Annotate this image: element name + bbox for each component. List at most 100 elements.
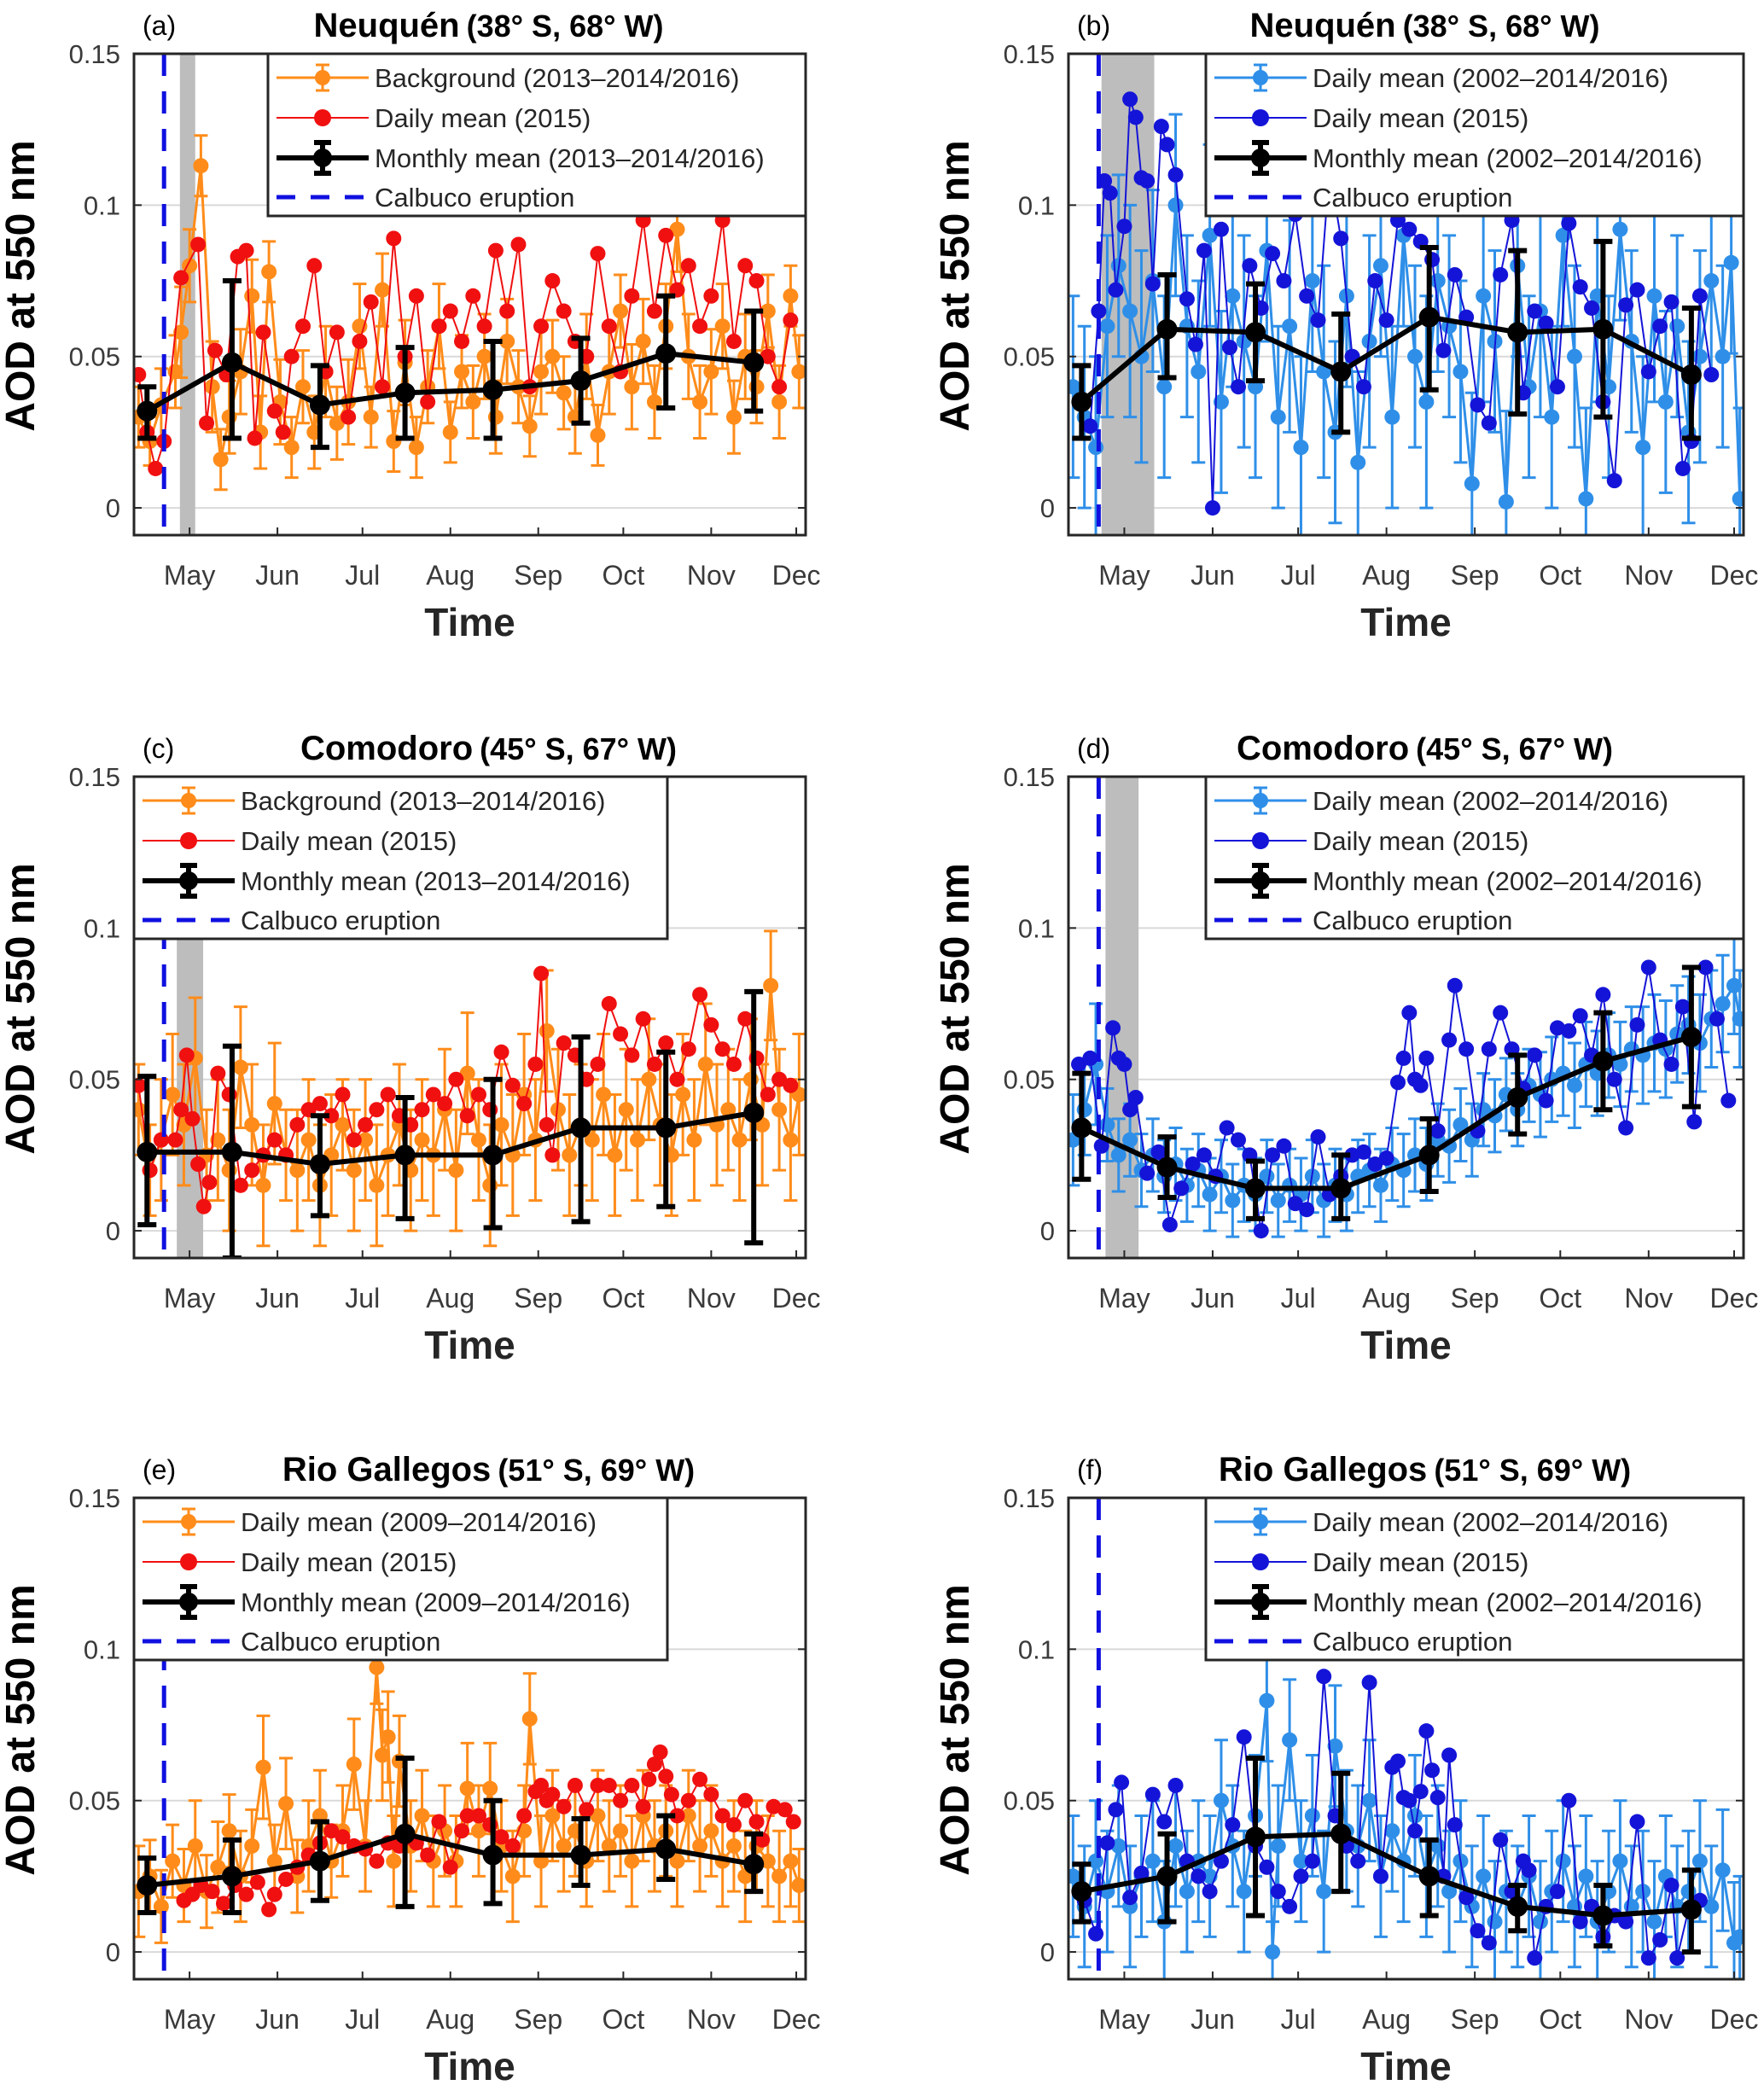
y2015-point: [1127, 109, 1144, 125]
y2015-point: [1407, 1823, 1423, 1839]
y2015-point: [1595, 987, 1611, 1003]
xtick-label: Aug: [1362, 1283, 1411, 1313]
y2015-point: [1663, 1056, 1680, 1072]
xtick-label: Sep: [514, 1283, 562, 1313]
legend-swatch-marker: [1251, 1593, 1270, 1611]
y2015-point: [459, 1108, 475, 1124]
y2015-point: [261, 1902, 277, 1918]
legend: Daily mean (2002–2014/2016) Daily mean (2…: [1204, 52, 1745, 218]
y2015-point: [1652, 318, 1668, 335]
y2015-point: [199, 415, 215, 431]
y2015-point: [323, 1108, 340, 1124]
background-point: [386, 1853, 402, 1869]
y2015-point: [255, 324, 271, 341]
monthly-mean-point: [655, 1838, 677, 1860]
background-point: [1578, 491, 1594, 507]
y2015-point: [266, 1132, 282, 1148]
y2015-point: [658, 1035, 674, 1051]
background-point: [1703, 273, 1720, 289]
background-point: [1236, 1884, 1252, 1900]
monthly-mean-point: [1680, 364, 1702, 385]
y2015-point: [1225, 1817, 1241, 1833]
monthly-mean-line: [1080, 314, 1693, 405]
y2015-point: [363, 294, 379, 310]
legend-swatch-marker: [179, 1593, 198, 1611]
y2015-point: [1159, 137, 1175, 153]
background-point: [346, 1162, 362, 1179]
background-point: [1453, 364, 1469, 380]
background-point: [584, 1132, 600, 1148]
monthly-mean-point: [309, 394, 330, 416]
y2015-point: [1549, 1884, 1565, 1900]
background-point: [624, 379, 640, 395]
y2015-point: [1213, 221, 1229, 237]
ytick-label: 0.1: [84, 1634, 120, 1664]
y2015-point: [210, 1065, 226, 1081]
monthly-mean-point: [221, 1866, 242, 1887]
ytick-label: 0.05: [69, 342, 120, 372]
monthly-mean-point: [1156, 1866, 1178, 1887]
y2015-point: [1470, 397, 1486, 413]
y2015-point: [369, 1102, 385, 1118]
xtick-label: May: [164, 2004, 215, 2035]
y2015-point: [1572, 1913, 1588, 1930]
y2015-point: [1584, 300, 1600, 316]
background-point: [1532, 1913, 1548, 1930]
y2015-point: [1122, 1102, 1138, 1118]
legend-label: Calbuco eruption: [241, 1627, 440, 1657]
legend-swatch-marker: [1252, 1553, 1269, 1570]
background-point: [1265, 1944, 1281, 1960]
y2015-point: [714, 1808, 731, 1824]
background-point: [791, 364, 806, 380]
y2015-point: [680, 1792, 696, 1809]
background-point: [255, 1759, 271, 1775]
legend-label: Calbuco eruption: [1313, 183, 1512, 213]
background-point: [1099, 318, 1115, 335]
legend-box: [132, 1496, 669, 1662]
y2015-point: [556, 1035, 572, 1051]
background-point: [210, 1132, 226, 1148]
background-point: [1441, 1884, 1458, 1900]
background-point: [692, 393, 708, 410]
monthly-mean-point: [655, 343, 677, 364]
panel-title-coords: (51° S, 69° W): [498, 1453, 695, 1488]
xtick-label: Sep: [1451, 2004, 1499, 2035]
y2015-point: [544, 1147, 561, 1163]
series-monthly-mean: [137, 1756, 765, 1915]
y2015-point: [783, 1077, 799, 1093]
background-point: [329, 415, 345, 431]
background-point: [204, 379, 220, 395]
background-point: [1476, 288, 1492, 304]
panel-title: Comodoro (45° S, 67° W): [300, 730, 677, 767]
y2015-point: [1191, 1868, 1207, 1884]
background-point: [358, 1132, 374, 1148]
background-point: [791, 1878, 806, 1894]
background-point: [1715, 996, 1731, 1012]
y2015-point: [1629, 1016, 1645, 1033]
background-point: [300, 1132, 317, 1148]
y2015-point: [1447, 977, 1463, 993]
y2015-point: [1401, 1792, 1418, 1809]
y2015-point: [1299, 288, 1315, 304]
legend-swatch-marker: [314, 109, 331, 126]
legend-swatch-marker: [1251, 871, 1270, 890]
background-point: [550, 1102, 566, 1118]
y2015-point: [1167, 1777, 1184, 1793]
monthly-mean-point: [1156, 1156, 1178, 1178]
y2015-point: [454, 1823, 470, 1839]
background-point: [725, 409, 742, 425]
y2015-point: [533, 1777, 550, 1793]
legend-label: Monthly mean (2013–2014/2016): [241, 866, 631, 896]
background-point: [165, 1853, 181, 1869]
background-point: [1726, 977, 1742, 993]
xtick-label: Jul: [1281, 560, 1316, 591]
legend-swatch-marker: [1253, 1514, 1268, 1529]
ytick-label: 0.15: [69, 39, 120, 69]
background-point: [1715, 348, 1731, 364]
y2015-point: [1527, 303, 1543, 319]
y2015-point: [601, 996, 617, 1012]
y2015-point: [201, 1174, 218, 1191]
legend-label: Daily mean (2002–2014/2016): [1313, 786, 1668, 816]
y2015-point: [669, 1071, 685, 1087]
panel-label: (a): [143, 10, 176, 41]
